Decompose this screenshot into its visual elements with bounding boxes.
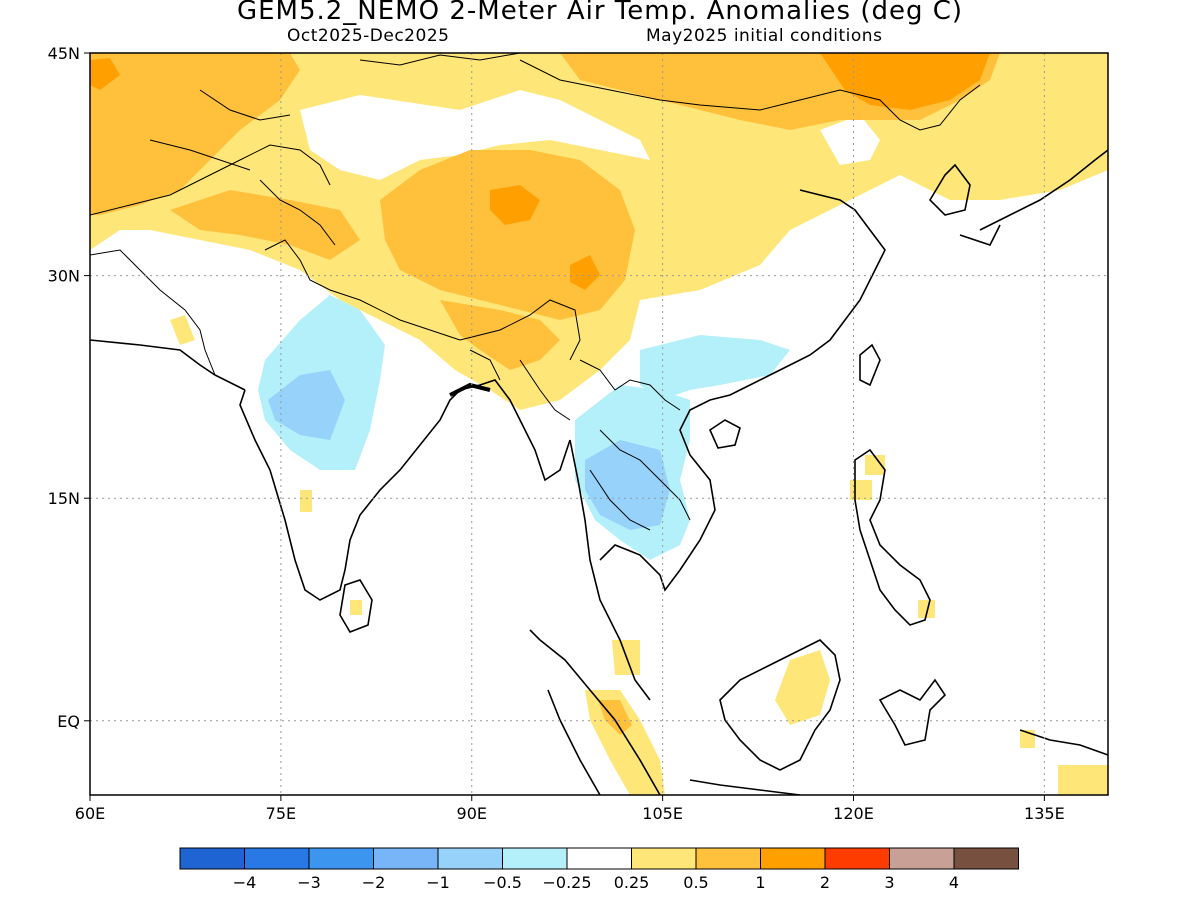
colorbar-swatch bbox=[824, 847, 890, 870]
colorbar-swatch bbox=[244, 847, 310, 870]
initial-conditions: May2025 initial conditions bbox=[646, 26, 883, 46]
colorbar-swatch bbox=[502, 847, 568, 870]
colorbar-label: 0.5 bbox=[683, 873, 708, 892]
colorbar-label: −2 bbox=[362, 873, 386, 892]
lon-tick-label: 120E bbox=[833, 804, 874, 823]
lon-tick-label: 105E bbox=[642, 804, 683, 823]
colorbar-label: 2 bbox=[820, 873, 830, 892]
colorbar-label: 3 bbox=[884, 873, 894, 892]
forecast-period: Oct2025-Dec2025 bbox=[287, 26, 450, 46]
lat-tick-label: 30N bbox=[48, 267, 80, 286]
lat-lon-grid bbox=[90, 53, 1108, 795]
colorbar-swatch bbox=[760, 847, 826, 870]
axis-ticks: 60E 75E 90E 105E 120E 135E 45N 30N 15N EQ bbox=[48, 44, 1065, 823]
lat-tick-label: 45N bbox=[48, 44, 80, 63]
colorbar-swatch bbox=[631, 847, 697, 870]
lon-tick-label: 90E bbox=[457, 804, 487, 823]
map-title: GEM5.2_NEMO 2-Meter Air Temp. Anomalies … bbox=[236, 0, 964, 26]
colorbar-swatch bbox=[566, 847, 632, 870]
lon-tick-label: 60E bbox=[75, 804, 105, 823]
colorbar-swatch bbox=[373, 847, 439, 870]
warm-zone-central-asia bbox=[90, 53, 300, 215]
colorbar-label: −4 bbox=[233, 873, 257, 892]
colorbar-swatch bbox=[889, 847, 955, 870]
lon-tick-label: 135E bbox=[1024, 804, 1065, 823]
colorbar-label: −0.5 bbox=[483, 873, 522, 892]
colorbar-swatch bbox=[695, 847, 761, 870]
lat-tick-label: 15N bbox=[48, 489, 80, 508]
warm-zone-borneo bbox=[775, 650, 830, 725]
colorbar-label: −0.25 bbox=[542, 873, 591, 892]
colorbar-swatch bbox=[308, 847, 374, 870]
colorbar-swatch bbox=[953, 847, 1019, 870]
colorbar-label: 1 bbox=[755, 873, 765, 892]
country-borders bbox=[90, 53, 981, 531]
lon-tick-label: 75E bbox=[266, 804, 296, 823]
map-frame bbox=[89, 52, 1109, 796]
cool-zone-south-china bbox=[640, 335, 790, 400]
colorbar-swatch bbox=[437, 847, 503, 870]
colorbar-label: 0.25 bbox=[614, 873, 650, 892]
colorbar-label: −3 bbox=[297, 873, 321, 892]
anomaly-shading bbox=[90, 53, 1108, 795]
coastlines bbox=[90, 149, 1108, 795]
colorbar-label: 4 bbox=[949, 873, 959, 892]
colorbar-swatch bbox=[179, 847, 245, 870]
colorbar: −4 −3 −2 −1 −0.5 −0.25 0.25 0.5 1 2 3 4 bbox=[179, 847, 1019, 892]
lat-tick-label: EQ bbox=[57, 712, 80, 731]
colorbar-label: −1 bbox=[426, 873, 450, 892]
